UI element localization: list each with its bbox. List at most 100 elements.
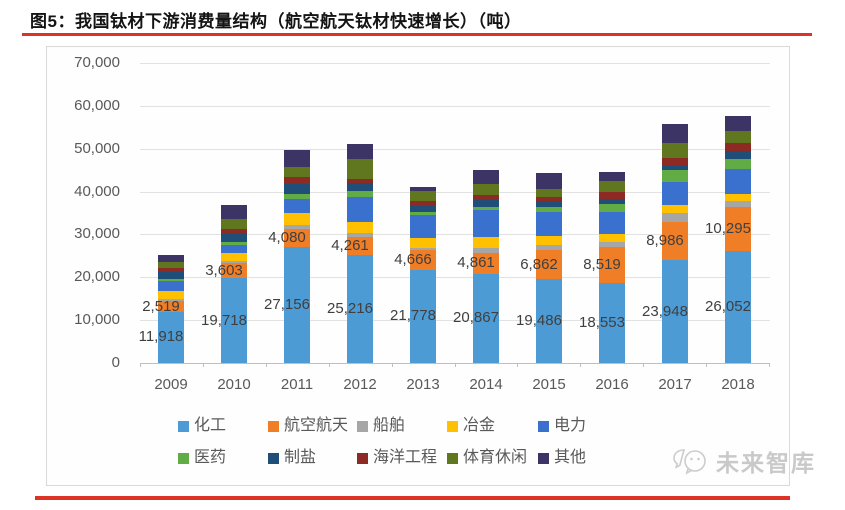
bar-segment-salt-making [347, 183, 373, 191]
bar-segment-metallurgy [536, 236, 562, 245]
bar-segment-other [347, 144, 373, 159]
data-label-aerospace: 4,261 [331, 237, 369, 254]
bar-segment-marine-engineering [473, 195, 499, 200]
data-label-chemical: 26,052 [705, 298, 751, 315]
bar-segment-electric-power [347, 197, 373, 222]
data-label-chemical: 19,486 [516, 312, 562, 329]
bar-segment-marine-engineering [725, 143, 751, 151]
legend-swatch-other [538, 452, 549, 464]
gridline [140, 192, 770, 193]
gridline [140, 234, 770, 235]
y-axis-tick-label: 30,000 [74, 225, 120, 242]
legend-label-marine-engineering: 海洋工程 [373, 449, 438, 466]
legend-label-electric-power: 电力 [554, 417, 587, 434]
x-axis-tick [392, 363, 393, 367]
bar-segment-ships [536, 245, 562, 250]
x-axis-category-label: 2015 [532, 376, 566, 393]
bar-segment-marine-engineering [662, 158, 688, 166]
bar-segment-salt-making [473, 200, 499, 207]
bar-segment-sports-leisure [221, 219, 247, 229]
bar-segment-sports-leisure [284, 167, 310, 177]
bar-segment-electric-power [599, 212, 625, 234]
bar-segment-salt-making [662, 166, 688, 170]
bar-segment-pharmaceutical [284, 194, 310, 199]
bar-segment-other [725, 116, 751, 131]
gridline [140, 277, 770, 278]
y-axis-tick-label: 0 [111, 354, 120, 371]
bar-segment-ships [410, 248, 436, 250]
bar-segment-marine-engineering [158, 268, 184, 272]
bar-segment-electric-power [473, 210, 499, 237]
legend-item-pharmaceutical: 医药 [178, 449, 226, 467]
bar-segment-pharmaceutical [347, 191, 373, 197]
legend-item-salt-making: 制盐 [268, 449, 316, 467]
x-axis-category-label: 2013 [406, 376, 440, 393]
data-label-chemical: 23,948 [642, 303, 688, 320]
x-axis-category-label: 2012 [343, 376, 377, 393]
bar-segment-salt-making [725, 151, 751, 159]
legend-item-ships: 船舶 [357, 417, 405, 435]
data-label-aerospace: 4,861 [457, 254, 495, 271]
bar-segment-sports-leisure [158, 262, 184, 268]
legend-label-chemical: 化工 [194, 417, 227, 434]
bar-segment-sports-leisure [662, 143, 688, 158]
bar-segment-salt-making [284, 184, 310, 194]
bar-segment-chemical [473, 274, 499, 363]
bar-segment-electric-power [284, 199, 310, 213]
bar-segment-ships [284, 225, 310, 229]
x-axis-tick [266, 363, 267, 367]
bar-segment-aerospace [473, 253, 499, 274]
x-axis-category-label: 2018 [721, 376, 755, 393]
bar-segment-ships [725, 201, 751, 207]
bar-segment-salt-making [158, 272, 184, 279]
data-label-aerospace: 8,519 [583, 256, 621, 273]
legend-label-sports-leisure: 体育休闲 [463, 449, 528, 466]
legend-item-other: 其他 [538, 449, 586, 467]
bar-segment-pharmaceutical [536, 207, 562, 212]
bar-segment-aerospace [347, 237, 373, 255]
bar-segment-metallurgy [725, 194, 751, 201]
bar-segment-aerospace [221, 263, 247, 278]
footer-rule [35, 496, 790, 500]
bar-segment-marine-engineering [347, 179, 373, 183]
bar-segment-other [599, 172, 625, 181]
bar-segment-sports-leisure [725, 131, 751, 143]
bar-segment-electric-power [536, 212, 562, 236]
bar-segment-chemical [158, 312, 184, 363]
x-axis-tick [140, 363, 141, 367]
bar-segment-ships [599, 242, 625, 247]
bar-segment-chemical [284, 247, 310, 363]
legend-label-salt-making: 制盐 [284, 449, 317, 466]
bar-segment-other [158, 255, 184, 262]
legend-swatch-metallurgy [447, 420, 458, 432]
gridline [140, 63, 770, 64]
x-axis-category-label: 2017 [658, 376, 692, 393]
legend-swatch-marine-engineering [357, 452, 368, 464]
legend-swatch-ships [357, 420, 368, 432]
legend-label-other: 其他 [554, 449, 587, 466]
legend-label-pharmaceutical: 医药 [194, 449, 227, 466]
bar-segment-pharmaceutical [221, 242, 247, 245]
bar-segment-metallurgy [410, 238, 436, 248]
bar-segment-chemical [347, 255, 373, 363]
bar-segment-sports-leisure [410, 191, 436, 201]
x-axis-category-label: 2011 [280, 376, 314, 393]
y-axis-tick-label: 60,000 [74, 97, 120, 114]
watermark: 未来智库 [670, 444, 816, 478]
x-axis-tick [203, 363, 204, 367]
bar-segment-electric-power [725, 169, 751, 194]
bar-segment-ships [473, 248, 499, 253]
bar-segment-pharmaceutical [158, 279, 184, 281]
bar-segment-aerospace [662, 222, 688, 260]
x-axis-tick [517, 363, 518, 367]
bar-segment-metallurgy [347, 222, 373, 233]
bar-segment-other [473, 170, 499, 184]
legend-item-metallurgy: 冶金 [447, 417, 495, 435]
figure-title: 图5：我国钛材下游消费量结构（航空航天钛材快速增长）（吨） [30, 12, 522, 31]
x-axis-category-label: 2014 [469, 376, 503, 393]
bar-segment-marine-engineering [221, 229, 247, 233]
bar-segment-other [536, 173, 562, 189]
data-label-chemical: 21,778 [390, 307, 436, 324]
bar-segment-aerospace [284, 229, 310, 247]
data-label-chemical: 20,867 [453, 309, 499, 326]
